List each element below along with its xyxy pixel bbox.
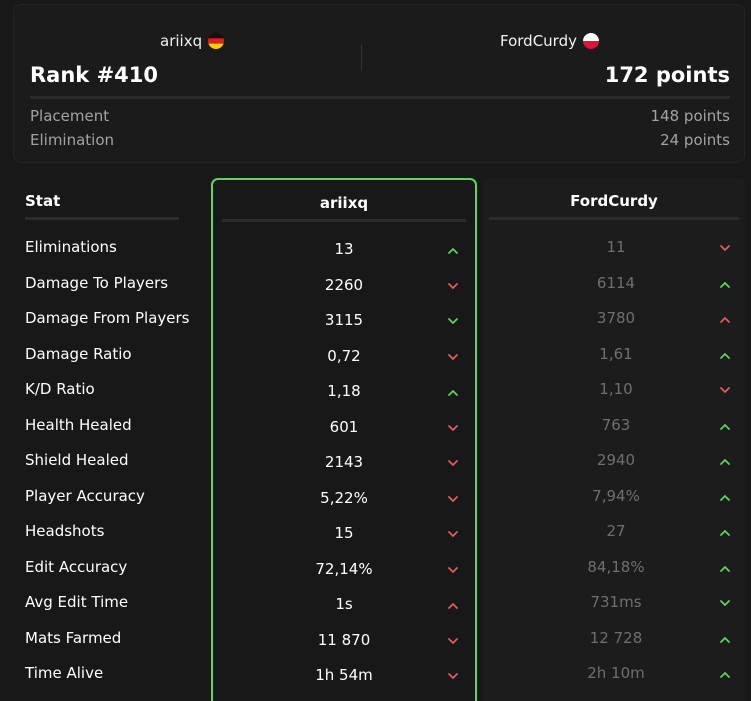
stat-value-ariixq-damage-to-players: 2260 [324,276,364,294]
stat-value-fordcurdy-damage-ratio: 1,61 [599,345,633,363]
breakdown-value: 24 points [660,131,730,149]
stat-value-ariixq-edit-accuracy: 72,14% [315,560,373,578]
trend-up-icon [719,564,731,572]
trend-down-icon [447,495,459,503]
stat-value-ariixq-damage-from-players: 3115 [324,311,364,329]
stat-value-fordcurdy-damage-to-players: 6114 [596,274,636,292]
player-name: FordCurdy [500,32,577,50]
stat-label-shield-healed: Shield Healed [25,451,129,469]
player-chip-fordcurdy[interactable]: FordCurdy [500,23,599,59]
trend-up-icon [447,601,459,609]
breakdown-label: Elimination [30,131,115,149]
breakdown-value: 148 points [650,107,730,125]
stat-value-ariixq-eliminations: 13 [334,240,354,258]
divider [25,217,179,220]
stat-label-damage-to-players: Damage To Players [25,274,169,292]
trend-down-icon [447,353,459,361]
stat-column-header: Stat [25,192,61,210]
column-title: ariixq [319,194,369,212]
stat-value-fordcurdy-health-healed: 763 [601,416,631,434]
stat-value-fordcurdy-mats-farmed: 12 728 [589,629,643,647]
stat-value-ariixq-player-accuracy: 5,22% [320,489,368,507]
stat-value-ariixq-damage-ratio: 0,72 [327,347,361,365]
team-divider [361,45,362,71]
trend-up-icon [719,493,731,501]
stat-value-fordcurdy-eliminations: 11 [606,238,626,256]
stat-label-avg-edit-time: Avg Edit Time [25,593,129,611]
trend-down-icon [447,637,459,645]
stat-value-fordcurdy-avg-edit-time: 731ms [590,593,642,611]
stat-label-player-accuracy: Player Accuracy [25,487,145,505]
trend-up-icon [719,528,731,536]
stat-value-fordcurdy-headshots: 27 [606,522,626,540]
trend-up-icon [719,457,731,465]
stat-value-fordcurdy-edit-accuracy: 84,18% [587,558,645,576]
stat-value-ariixq-mats-farmed: 11 870 [317,631,371,649]
stat-value-ariixq-shield-healed: 2143 [324,453,364,471]
trend-down-icon [447,424,459,432]
match-summary-card: ariixq FordCurdy [13,4,745,163]
player-chip-ariixq[interactable]: ariixq [160,23,225,59]
divider [30,96,730,99]
trend-down-icon [447,282,459,290]
trend-down-icon [719,244,731,252]
trend-up-icon [719,280,731,288]
column-title: FordCurdy [570,192,658,210]
trend-down-icon [447,566,459,574]
trend-up-icon [719,351,731,359]
player-column-ariixq[interactable]: ariixq [211,178,477,701]
stat-label-damage-from-players: Damage From Players [25,309,190,327]
stat-value-fordcurdy-k-d-ratio: 1,10 [599,380,633,398]
stat-label-edit-accuracy: Edit Accuracy [25,558,128,576]
player-column-fordcurdy[interactable]: FordCurdy [483,178,745,701]
team-row: ariixq FordCurdy [14,23,744,71]
stat-label-health-healed: Health Healed [25,416,132,434]
stat-value-ariixq-k-d-ratio: 1,18 [327,382,361,400]
stat-value-ariixq-headshots: 15 [334,524,354,542]
stat-value-fordcurdy-time-alive: 2h 10m [587,664,645,682]
stat-value-ariixq-avg-edit-time: 1s [335,595,353,613]
stat-label-eliminations: Eliminations [25,238,117,256]
player-name: ariixq [160,32,203,50]
trend-down-icon [447,317,459,325]
stat-label-time-alive: Time Alive [25,664,104,682]
trend-down-icon [719,599,731,607]
breakdown-row-elimination: Elimination 24 points [30,131,730,151]
trend-down-icon [719,386,731,394]
stat-label-damage-ratio: Damage Ratio [25,345,132,363]
stat-value-fordcurdy-player-accuracy: 7,94% [592,487,640,505]
trend-down-icon [447,672,459,680]
trend-up-icon [719,315,731,323]
stat-label-k-d-ratio: K/D Ratio [25,380,95,398]
breakdown-label: Placement [30,107,110,125]
poland-flag-icon [582,33,599,49]
trend-up-icon [719,670,731,678]
trend-up-icon [719,422,731,430]
stat-value-fordcurdy-damage-from-players: 3780 [596,309,636,327]
trend-down-icon [447,530,459,538]
stat-label-mats-farmed: Mats Farmed [25,629,122,647]
divider [489,217,739,220]
stat-label-headshots: Headshots [25,522,105,540]
germany-flag-icon [208,33,225,49]
trend-down-icon [447,459,459,467]
stat-value-ariixq-health-healed: 601 [329,418,359,436]
breakdown-row-placement: Placement 148 points [30,107,730,127]
stat-value-ariixq-time-alive: 1h 54m [315,666,373,684]
divider [222,219,466,222]
stat-value-fordcurdy-shield-healed: 2940 [596,451,636,469]
trend-up-icon [447,246,459,254]
trend-up-icon [719,635,731,643]
trend-up-icon [447,388,459,396]
rank-label: Rank #410 [30,63,158,87]
total-points: 172 points [604,63,730,87]
